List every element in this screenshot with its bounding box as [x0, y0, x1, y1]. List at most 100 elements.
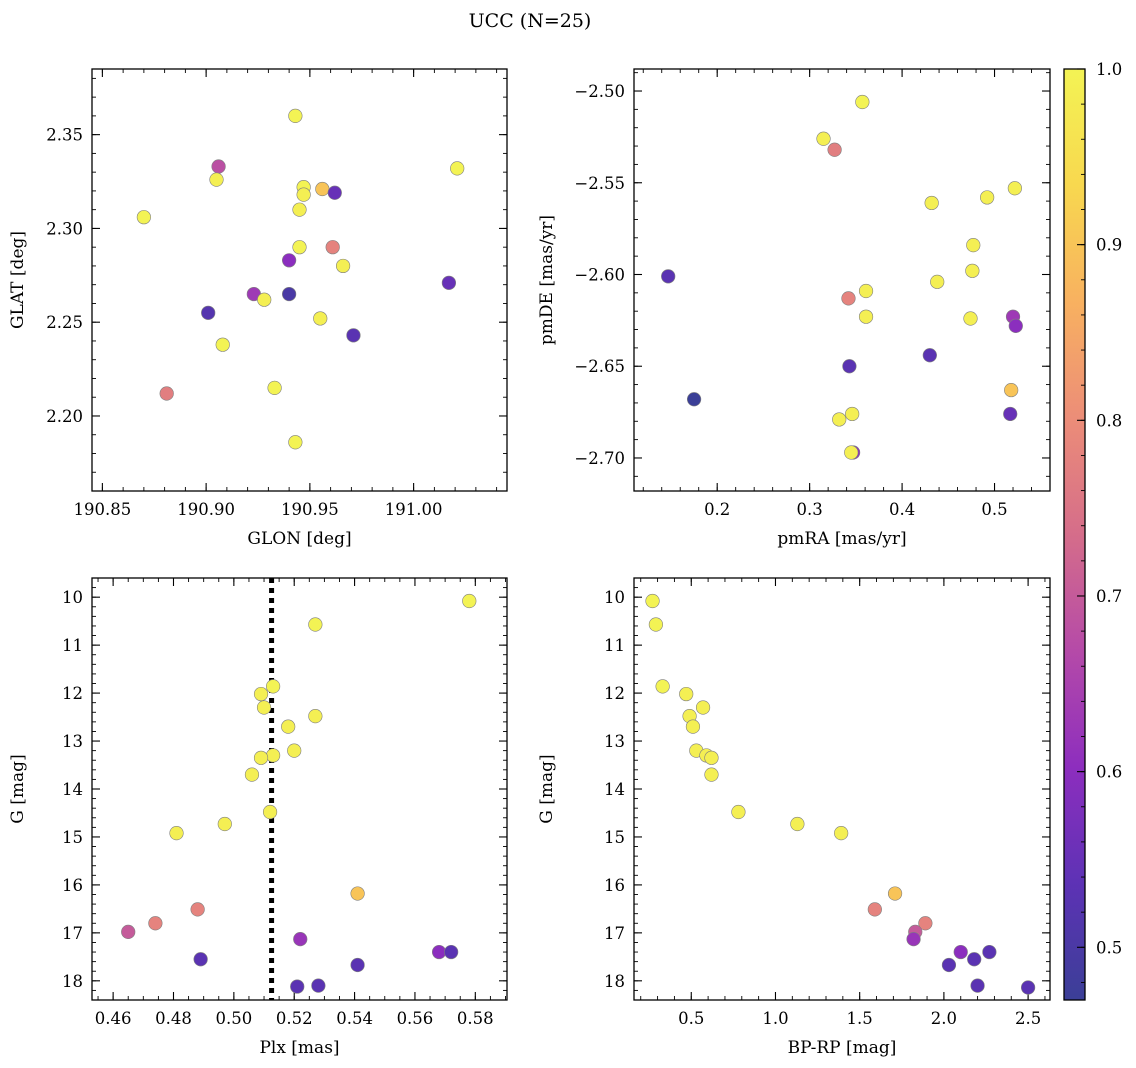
- scatter-point: [292, 202, 307, 217]
- scatter-point: [1008, 318, 1023, 333]
- scatter-point: [963, 311, 978, 326]
- y-tick-label: 17: [62, 924, 83, 943]
- scatter-point: [858, 309, 874, 324]
- colorbar-tick-label: 1.0: [1096, 60, 1122, 79]
- x-tick-label: 0.52: [276, 1009, 313, 1028]
- scatter-point: [953, 944, 968, 960]
- scatter-point: [704, 750, 719, 765]
- x-tick-label: 0.2: [704, 500, 730, 519]
- colorbar-gradient: [1064, 69, 1085, 1000]
- y-tick-label: 11: [604, 636, 625, 655]
- scatter-point: [834, 826, 849, 841]
- scatter-point: [966, 238, 981, 253]
- scatter-point: [325, 240, 340, 255]
- scatter-point: [296, 187, 311, 202]
- panel-4: 0.5 1.0 1.5 2.0 2.5 10 11 12 13 14 15 16 17 18 BP-RP […: [537, 577, 1051, 1058]
- y-tick-label: 12: [62, 684, 83, 703]
- x-tick-label: 0.54: [336, 1009, 373, 1028]
- scatter-point: [209, 172, 224, 187]
- colorbar-tick-label: 0.5: [1096, 938, 1122, 957]
- colorbar-tick-label: 0.6: [1096, 763, 1122, 782]
- y-tick-label: 15: [604, 828, 625, 847]
- scatter-point: [287, 743, 302, 758]
- x-tick-label: 0.50: [215, 1009, 252, 1028]
- scatter-point: [169, 826, 184, 841]
- scatter-point: [244, 767, 260, 782]
- y-axis-label: G [mag]: [8, 754, 28, 823]
- scatter-point: [256, 700, 272, 715]
- y-tick-label: 13: [62, 732, 83, 751]
- panel-2: 0.2 0.3 0.4 0.5 −2.70 −2.65 −2.60 −2.55 −2.50 pmR…: [537, 68, 1051, 549]
- scatter-point: [281, 719, 296, 734]
- scatter-point: [282, 286, 297, 302]
- scatter-point: [841, 291, 856, 306]
- scatter-point: [290, 979, 305, 994]
- scatter-point: [315, 181, 330, 197]
- y-tick-label: 2.35: [46, 126, 83, 145]
- panel-3: 0.46 0.48 0.50 0.52 0.54 0.56 0.58 10 11 12 13 14 15…: [8, 577, 508, 1058]
- scatter-point: [257, 292, 272, 307]
- y-tick-label: 14: [604, 780, 625, 799]
- colorbar-tick-label: 0.9: [1096, 236, 1122, 255]
- y-axis-label: pmDE [mas/yr]: [537, 215, 557, 345]
- scatter-point: [201, 305, 216, 320]
- x-tick-label: 0.58: [457, 1009, 494, 1028]
- scatter-point: [965, 263, 980, 278]
- figure-title: UCC (N=25): [469, 10, 592, 32]
- scatter-point: [858, 283, 874, 299]
- y-tick-label: 2.20: [46, 407, 83, 426]
- y-tick-label: 2.25: [46, 313, 83, 332]
- scatter-point: [842, 359, 857, 374]
- x-tick-label: 2.5: [1015, 1009, 1041, 1028]
- scatter-point: [265, 679, 281, 694]
- scatter-point: [441, 275, 457, 290]
- y-tick-label: −2.50: [574, 82, 625, 101]
- colorbar-tick-label: 0.8: [1096, 411, 1122, 430]
- y-tick-label: 18: [604, 972, 625, 991]
- x-tick-label: 190.95: [281, 500, 339, 519]
- scatter-point: [816, 131, 831, 146]
- scatter-point: [655, 679, 670, 694]
- scatter-point: [159, 386, 174, 401]
- x-axis-label: pmRA [mas/yr]: [777, 529, 906, 549]
- scatter-point: [346, 328, 361, 343]
- scatter-point: [679, 686, 694, 702]
- scatter-point: [844, 445, 859, 460]
- y-tick-label: 16: [604, 876, 625, 895]
- y-tick-label: −2.70: [574, 449, 625, 468]
- scatter-point: [215, 337, 230, 352]
- scatter-point: [1003, 406, 1018, 422]
- scatter-point: [867, 902, 882, 917]
- y-axis-label: G [mag]: [537, 754, 557, 823]
- scatter-point: [311, 978, 326, 993]
- scatter-point: [906, 931, 921, 947]
- x-tick-label: 0.5: [678, 1009, 704, 1028]
- scatter-point: [648, 617, 663, 632]
- y-tick-label: 10: [62, 588, 83, 607]
- scatter-point: [211, 159, 226, 174]
- y-tick-label: 13: [604, 732, 625, 751]
- x-tick-label: 0.5: [981, 500, 1007, 519]
- scatter-point: [924, 195, 939, 211]
- x-tick-label: 190.85: [74, 500, 132, 519]
- scatter-point: [335, 258, 351, 274]
- x-tick-label: 1.0: [762, 1009, 788, 1028]
- scatter-point: [262, 804, 278, 820]
- colorbar: 0.5 0.6 0.7 0.8 0.9 1.0: [1063, 60, 1122, 1001]
- scatter-point: [855, 94, 870, 110]
- scatter-point: [731, 804, 746, 820]
- x-axis-label: GLON [deg]: [247, 529, 351, 549]
- scatter-point: [832, 412, 847, 427]
- scatter-point: [1007, 181, 1022, 196]
- scatter-point: [190, 902, 205, 917]
- scatter-point: [686, 392, 702, 407]
- colorbar-frame: [1063, 68, 1086, 1001]
- scatter-point: [980, 190, 995, 205]
- scatter-point: [845, 406, 860, 422]
- panel-1: 190.85 190.90 190.95 191.00 2.20 2.25 2.30 2.35…: [8, 68, 508, 549]
- x-tick-label: 0.48: [155, 1009, 192, 1028]
- scatter-point: [970, 978, 985, 993]
- scatter-point: [790, 816, 805, 832]
- x-tick-label: 0.4: [889, 500, 915, 519]
- scatter-point: [1004, 382, 1019, 398]
